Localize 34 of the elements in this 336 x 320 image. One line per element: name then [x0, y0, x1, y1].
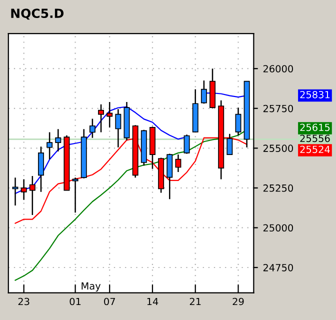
candlestick — [184, 134, 190, 154]
candlestick — [166, 153, 173, 200]
ref-line-label: 25556 — [300, 134, 330, 142]
x-tick-label: 21 — [190, 298, 201, 306]
candlestick — [12, 176, 18, 206]
text: 25615 — [300, 124, 330, 132]
candlestick — [89, 118, 96, 138]
candlestick — [55, 128, 62, 152]
y-tick-label: 24750 — [263, 264, 293, 272]
y-tick-label: 26000 — [263, 65, 293, 72]
x-tick-label: 01 — [70, 298, 81, 306]
candlestick — [235, 106, 242, 136]
x-tick-label: 23 — [18, 298, 30, 306]
candlestick — [106, 101, 113, 128]
candlestick — [200, 80, 207, 104]
candlestick — [226, 133, 233, 156]
candlestick — [20, 178, 27, 200]
candlestick — [38, 146, 44, 193]
y-tick-label: 25500 — [263, 144, 293, 152]
text: 25831 — [300, 90, 330, 98]
candlestick — [115, 108, 122, 148]
y-tick-label: 25000 — [263, 224, 293, 232]
text: 25524 — [300, 146, 330, 154]
candlestick — [98, 104, 104, 133]
chart-title: NQC5.D — [11, 8, 64, 20]
y-tick-label: 25750 — [263, 104, 293, 112]
candlestick — [46, 132, 53, 160]
x-tick-label: 14 — [147, 298, 158, 306]
x-tick-label: 07 — [104, 298, 115, 306]
annotation: May — [82, 282, 101, 292]
x-tick-label: 29 — [232, 298, 244, 306]
candlestick — [29, 175, 36, 216]
candlestick — [175, 154, 182, 173]
y-tick-label: 25250 — [263, 184, 293, 192]
